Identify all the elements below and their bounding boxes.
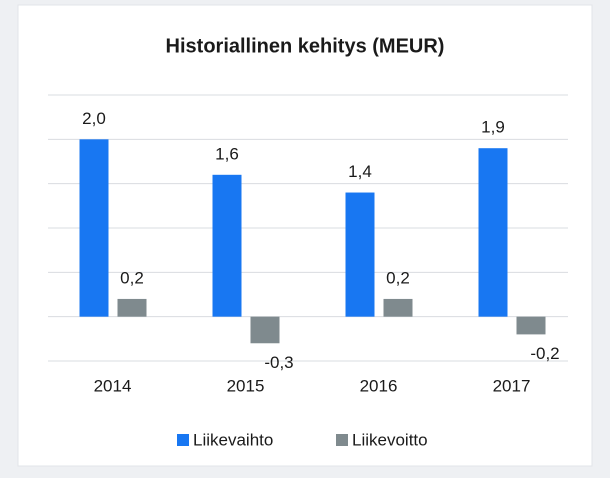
bar bbox=[345, 192, 375, 317]
data-label: 1,6 bbox=[215, 144, 239, 163]
bar bbox=[250, 316, 280, 344]
x-tick-label: 2016 bbox=[360, 376, 398, 395]
x-tick-label: 2015 bbox=[227, 376, 265, 395]
data-label: 0,2 bbox=[120, 268, 144, 287]
data-label: 0,2 bbox=[386, 268, 410, 287]
data-label: 2,0 bbox=[82, 109, 106, 128]
bar bbox=[212, 174, 242, 317]
data-label: 1,4 bbox=[348, 162, 372, 181]
data-label: 1,9 bbox=[481, 118, 505, 137]
bar bbox=[383, 298, 413, 317]
legend-swatch bbox=[336, 434, 348, 446]
data-label: -0,2 bbox=[530, 344, 559, 363]
x-tick-label: 2014 bbox=[94, 376, 132, 395]
bar bbox=[516, 316, 546, 335]
bar bbox=[478, 148, 508, 317]
bar bbox=[117, 298, 147, 317]
x-tick-label: 2017 bbox=[493, 376, 531, 395]
data-label: -0,3 bbox=[264, 353, 293, 372]
chart-title: Historiallinen kehitys (MEUR) bbox=[166, 35, 445, 57]
legend-label: Liikevaihto bbox=[193, 430, 273, 449]
bar bbox=[79, 139, 109, 317]
legend-swatch bbox=[177, 434, 189, 446]
legend-label: Liikevoitto bbox=[352, 430, 428, 449]
